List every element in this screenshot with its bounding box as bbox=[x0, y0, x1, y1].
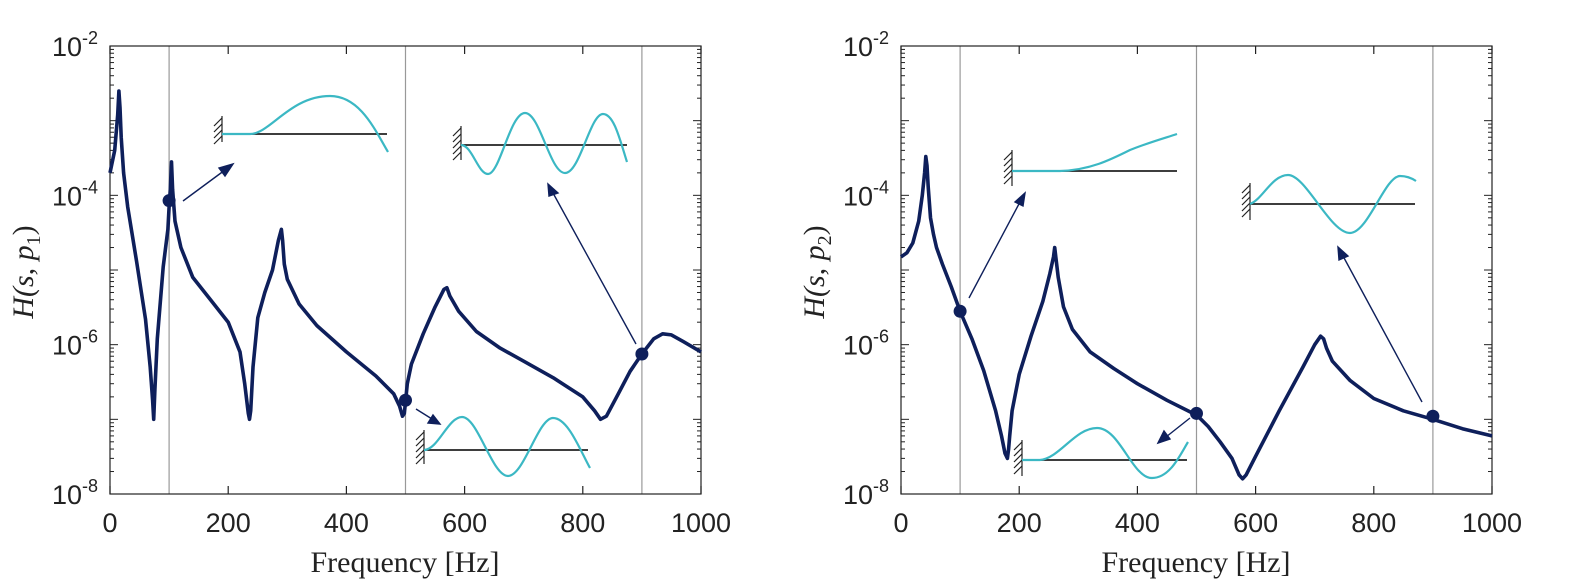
left-arrows bbox=[182, 162, 637, 425]
x-tick-label: 200 bbox=[997, 508, 1042, 538]
clamp-icon bbox=[452, 126, 462, 161]
arrowhead bbox=[1156, 429, 1172, 445]
right-axes-box bbox=[900, 45, 1493, 495]
arrowhead bbox=[217, 162, 235, 178]
arrow bbox=[1342, 255, 1423, 403]
clamp-icon bbox=[415, 430, 425, 465]
mode-shape-curve bbox=[1249, 173, 1417, 235]
arrowhead bbox=[547, 182, 560, 197]
y-tick-label: 10-2 bbox=[52, 28, 98, 62]
left-transfer-function-line bbox=[108, 89, 702, 422]
right-mode-shape-1 bbox=[1003, 132, 1178, 186]
y-tick-label: 10-4 bbox=[843, 177, 889, 211]
x-tick-label: 800 bbox=[560, 508, 605, 538]
x-tick-label: 0 bbox=[102, 508, 117, 538]
mode-shape-curve bbox=[460, 111, 629, 176]
y-tick-label: 10-4 bbox=[52, 177, 98, 211]
left-plot: 0 200 400 600 800 1000 10-8 10-6 10-4 10-2 bbox=[7, 28, 731, 579]
x-tick-label: 0 bbox=[893, 508, 908, 538]
arrowhead bbox=[426, 413, 442, 425]
mode-shape-curve bbox=[1022, 426, 1189, 480]
arrow bbox=[415, 408, 433, 420]
arrowhead bbox=[1013, 191, 1026, 208]
clamp-icon bbox=[1003, 150, 1013, 186]
x-tick-label: 600 bbox=[442, 508, 487, 538]
mode-shape-curve bbox=[222, 94, 389, 153]
left-ticks: 0 200 400 600 800 1000 10-8 10-6 10-4 10-2 bbox=[52, 28, 731, 538]
arrow bbox=[182, 169, 226, 202]
y-tick-label: 10-6 bbox=[52, 327, 98, 361]
data-point-marker bbox=[1190, 406, 1203, 420]
left-y-axis-label: H(s, p1) bbox=[7, 225, 45, 319]
left-mode-shape-3 bbox=[415, 415, 591, 478]
right-y-axis-label: H(s, p2) bbox=[798, 225, 836, 319]
right-transfer-function-line bbox=[899, 154, 1493, 481]
clamp-icon bbox=[213, 116, 223, 145]
right-plot: 0 200 400 600 800 1000 10-8 10-6 10-4 10-2 bbox=[798, 28, 1522, 579]
right-ylabel: H(s, p2) bbox=[798, 225, 836, 319]
left-mode-shape-1 bbox=[213, 94, 389, 153]
arrow bbox=[968, 201, 1021, 299]
left-axes-box bbox=[109, 45, 702, 495]
left-xlabel: Frequency [Hz] bbox=[310, 546, 499, 579]
data-point-marker bbox=[1426, 409, 1440, 423]
left-vertical-lines bbox=[168, 46, 643, 494]
right-markers bbox=[953, 304, 1440, 423]
data-point-marker bbox=[399, 393, 412, 407]
left-mode-shape-2 bbox=[452, 111, 629, 176]
x-tick-label: 1000 bbox=[671, 508, 731, 538]
x-tick-label: 1000 bbox=[1462, 508, 1522, 538]
clamp-icon bbox=[1241, 183, 1251, 220]
x-tick-label: 600 bbox=[1233, 508, 1278, 538]
x-tick-label: 400 bbox=[1115, 508, 1160, 538]
data-point-marker bbox=[953, 304, 967, 318]
left-ylabel: H(s, p1) bbox=[7, 225, 45, 319]
y-tick-label: 10-8 bbox=[843, 476, 889, 510]
arrow bbox=[552, 192, 637, 345]
x-tick-label: 200 bbox=[206, 508, 251, 538]
mode-shape-curve bbox=[423, 415, 591, 478]
x-tick-label: 800 bbox=[1351, 508, 1396, 538]
y-tick-label: 10-6 bbox=[843, 327, 889, 361]
arrow bbox=[1165, 417, 1191, 438]
data-point-marker bbox=[635, 347, 649, 361]
data-point-marker bbox=[162, 194, 176, 208]
right-xlabel: Frequency [Hz] bbox=[1101, 546, 1290, 579]
y-tick-label: 10-8 bbox=[52, 476, 98, 510]
right-ticks: 0 200 400 600 800 1000 10-8 10-6 10-4 10-2 bbox=[843, 28, 1522, 538]
y-tick-label: 10-2 bbox=[843, 28, 889, 62]
left-markers bbox=[162, 194, 649, 407]
mode-shape-curve bbox=[1012, 132, 1178, 173]
arrowhead bbox=[1337, 245, 1350, 262]
right-mode-shape-3 bbox=[1013, 426, 1189, 480]
right-mode-shape-2 bbox=[1241, 173, 1417, 235]
x-tick-label: 400 bbox=[324, 508, 369, 538]
right-arrows bbox=[968, 191, 1423, 445]
clamp-icon bbox=[1013, 440, 1023, 476]
